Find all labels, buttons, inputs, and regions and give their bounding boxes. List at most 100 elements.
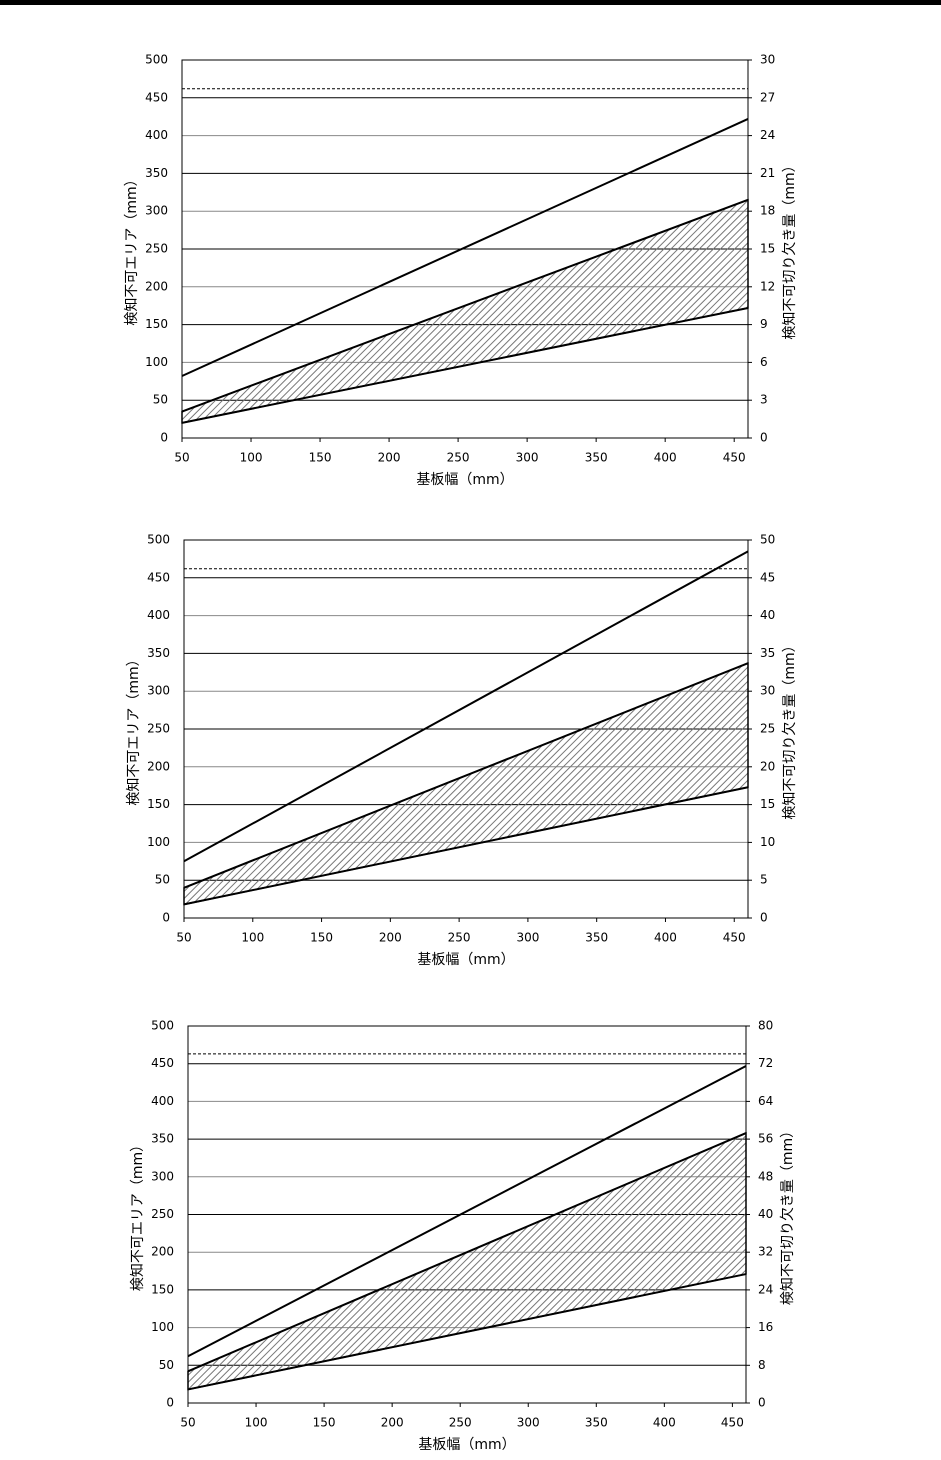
y-tick-label: 400 bbox=[151, 1094, 174, 1108]
y-tick-label: 300 bbox=[147, 684, 170, 698]
y2-tick-label: 8 bbox=[758, 1358, 766, 1372]
x-tick-label: 100 bbox=[241, 931, 264, 945]
y-tick-label: 500 bbox=[145, 53, 168, 67]
y2-tick-label: 30 bbox=[760, 684, 775, 698]
y2-axis-title: 検知不可切り欠き量（mm） bbox=[781, 158, 798, 339]
band-upper-line bbox=[187, 1132, 747, 1373]
y-tick-label: 200 bbox=[151, 1245, 174, 1259]
y2-tick-label: 24 bbox=[760, 128, 775, 142]
chart: 0 50 100 150 200 250 300 350 400 450 500 0 3 6 9 12 15 18… bbox=[123, 53, 798, 489]
y2-axis-title: 検知不可切り欠き量（mm） bbox=[779, 1124, 796, 1305]
x-tick-label: 50 bbox=[174, 451, 189, 465]
y2-tick-label: 5 bbox=[760, 873, 768, 887]
y-tick-label: 0 bbox=[166, 1396, 174, 1410]
y2-tick-label: 15 bbox=[760, 797, 775, 811]
x-axis-title: 基板幅（mm） bbox=[417, 951, 514, 968]
y2-tick-label: 32 bbox=[758, 1245, 773, 1259]
x-axis-title: 基板幅（mm） bbox=[416, 471, 513, 488]
x-tick-label: 100 bbox=[245, 1416, 268, 1430]
x-tick-label: 300 bbox=[517, 1416, 540, 1430]
x-tick-label: 200 bbox=[381, 1416, 404, 1430]
x-tick-label: 100 bbox=[240, 451, 263, 465]
x-tick-label: 350 bbox=[585, 931, 608, 945]
y-tick-label: 500 bbox=[151, 1019, 174, 1033]
y2-tick-label: 56 bbox=[758, 1132, 773, 1146]
x-tick-label: 450 bbox=[721, 1416, 744, 1430]
hatched-band bbox=[183, 662, 749, 906]
y-tick-label: 300 bbox=[151, 1169, 174, 1183]
band-lower-line bbox=[183, 786, 749, 906]
y2-tick-label: 12 bbox=[760, 279, 775, 293]
x-tick-label: 400 bbox=[653, 1416, 676, 1430]
x-tick-label: 200 bbox=[378, 451, 401, 465]
y-tick-label: 250 bbox=[145, 242, 168, 256]
y-tick-label: 250 bbox=[147, 722, 170, 736]
hatched-band bbox=[181, 198, 749, 424]
y2-tick-label: 45 bbox=[760, 570, 775, 584]
y-tick-label: 50 bbox=[159, 1358, 174, 1372]
y-tick-label: 200 bbox=[145, 279, 168, 293]
y-tick-label: 100 bbox=[145, 355, 168, 369]
y-tick-label: 150 bbox=[151, 1282, 174, 1296]
y2-tick-label: 25 bbox=[760, 722, 775, 736]
y-tick-label: 350 bbox=[147, 646, 170, 660]
y2-tick-label: 64 bbox=[758, 1094, 773, 1108]
y2-axis-title: 検知不可切り欠き量（mm） bbox=[781, 638, 798, 819]
y-tick-label: 250 bbox=[151, 1207, 174, 1221]
y2-tick-label: 30 bbox=[760, 53, 775, 67]
x-tick-label: 50 bbox=[176, 931, 191, 945]
y2-tick-label: 16 bbox=[758, 1320, 773, 1334]
y2-tick-label: 27 bbox=[760, 90, 775, 104]
x-tick-label: 300 bbox=[516, 931, 539, 945]
top-bar bbox=[0, 0, 941, 5]
y2-tick-label: 35 bbox=[760, 646, 775, 660]
y-axis-title: 検知不可エリア（mm） bbox=[123, 172, 140, 325]
y2-tick-label: 48 bbox=[758, 1169, 773, 1183]
x-axis-title: 基板幅（mm） bbox=[418, 1436, 515, 1453]
hatched-band bbox=[187, 1131, 747, 1391]
x-tick-label: 150 bbox=[313, 1416, 336, 1430]
x-tick-label: 250 bbox=[448, 931, 471, 945]
band-lower-line bbox=[187, 1273, 747, 1391]
band-upper-line bbox=[181, 198, 749, 413]
y-axis-title: 検知不可エリア（mm） bbox=[129, 1138, 146, 1291]
line bbox=[183, 550, 749, 863]
y-tick-label: 450 bbox=[145, 90, 168, 104]
y2-tick-label: 20 bbox=[760, 759, 775, 773]
x-tick-label: 50 bbox=[180, 1416, 195, 1430]
y-tick-label: 150 bbox=[145, 317, 168, 331]
y-tick-label: 100 bbox=[151, 1320, 174, 1334]
y-tick-label: 200 bbox=[147, 759, 170, 773]
x-tick-label: 350 bbox=[585, 451, 608, 465]
y2-tick-label: 0 bbox=[760, 431, 768, 445]
y-tick-label: 500 bbox=[147, 533, 170, 547]
y-tick-label: 450 bbox=[147, 570, 170, 584]
x-tick-label: 400 bbox=[654, 931, 677, 945]
chart: 0 50 100 150 200 250 300 350 400 450 500 0 8 16 24 32 40… bbox=[129, 1019, 796, 1454]
x-tick-label: 450 bbox=[723, 931, 746, 945]
y2-tick-label: 9 bbox=[760, 317, 768, 331]
band-lower-line bbox=[181, 306, 749, 424]
chart: 0 50 100 150 200 250 300 350 400 450 500 0 5 10 15 20 25… bbox=[125, 533, 798, 969]
y-tick-label: 150 bbox=[147, 797, 170, 811]
y-tick-label: 50 bbox=[155, 873, 170, 887]
x-tick-label: 250 bbox=[449, 1416, 472, 1430]
y-tick-label: 350 bbox=[145, 166, 168, 180]
y-tick-label: 0 bbox=[162, 911, 170, 925]
y2-tick-label: 0 bbox=[758, 1396, 766, 1410]
y-tick-label: 0 bbox=[160, 431, 168, 445]
y2-tick-label: 40 bbox=[758, 1207, 773, 1221]
x-tick-label: 300 bbox=[516, 451, 539, 465]
x-tick-label: 150 bbox=[309, 451, 332, 465]
line bbox=[187, 1065, 747, 1358]
x-tick-label: 250 bbox=[447, 451, 470, 465]
x-tick-label: 450 bbox=[723, 451, 746, 465]
y2-tick-label: 72 bbox=[758, 1056, 773, 1070]
y2-tick-label: 21 bbox=[760, 166, 775, 180]
x-tick-label: 200 bbox=[379, 931, 402, 945]
y2-tick-label: 0 bbox=[760, 911, 768, 925]
y2-tick-label: 10 bbox=[760, 835, 775, 849]
x-tick-label: 400 bbox=[654, 451, 677, 465]
y-tick-label: 100 bbox=[147, 835, 170, 849]
